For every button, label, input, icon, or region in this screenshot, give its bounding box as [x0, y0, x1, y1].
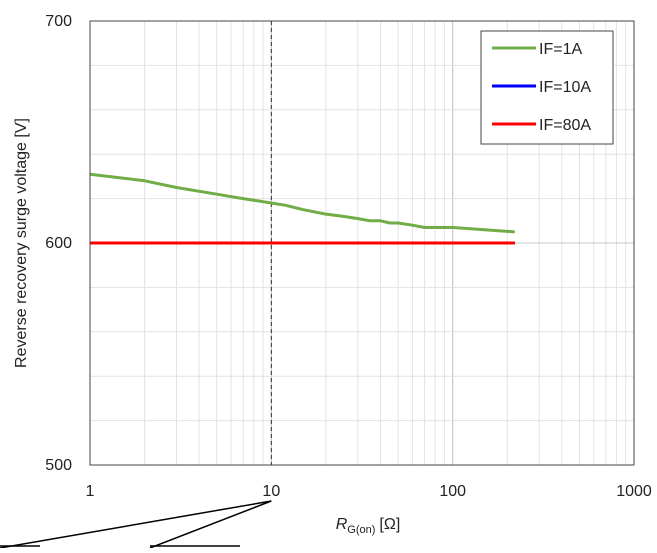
legend-label: IF=80A: [539, 117, 591, 134]
x-tick-label: 100: [439, 483, 466, 500]
y-axis-label: Reverse recovery surge voltage [V]: [13, 118, 30, 368]
plot-frame: [89, 20, 635, 466]
y-tick-label: 600: [45, 235, 72, 252]
x-tick-label: 10: [262, 483, 280, 500]
callout-line: [0, 500, 272, 549]
x-tick-label: 1: [86, 483, 95, 500]
x-axis-label-main: R: [336, 516, 348, 533]
tick-labels: 1 10 100 1000 500 600 700: [45, 13, 652, 500]
x-axis-label-subscript: G(on): [347, 524, 375, 536]
legend: IF=1A IF=10A IF=80A: [480, 30, 614, 145]
y-tick-label: 500: [45, 457, 72, 474]
x-axis-label-unit: [Ω]: [379, 516, 400, 533]
y-tick-label: 700: [45, 13, 72, 30]
series-line-if-1a: [89, 172, 515, 234]
legend-label: IF=1A: [539, 41, 582, 58]
series-group: [89, 172, 515, 245]
callout-lines: [0, 500, 272, 549]
legend-label: IF=10A: [539, 79, 591, 96]
x-axis-label: RG(on) [Ω]: [336, 516, 401, 536]
x-tick-label: 1000: [616, 483, 652, 500]
